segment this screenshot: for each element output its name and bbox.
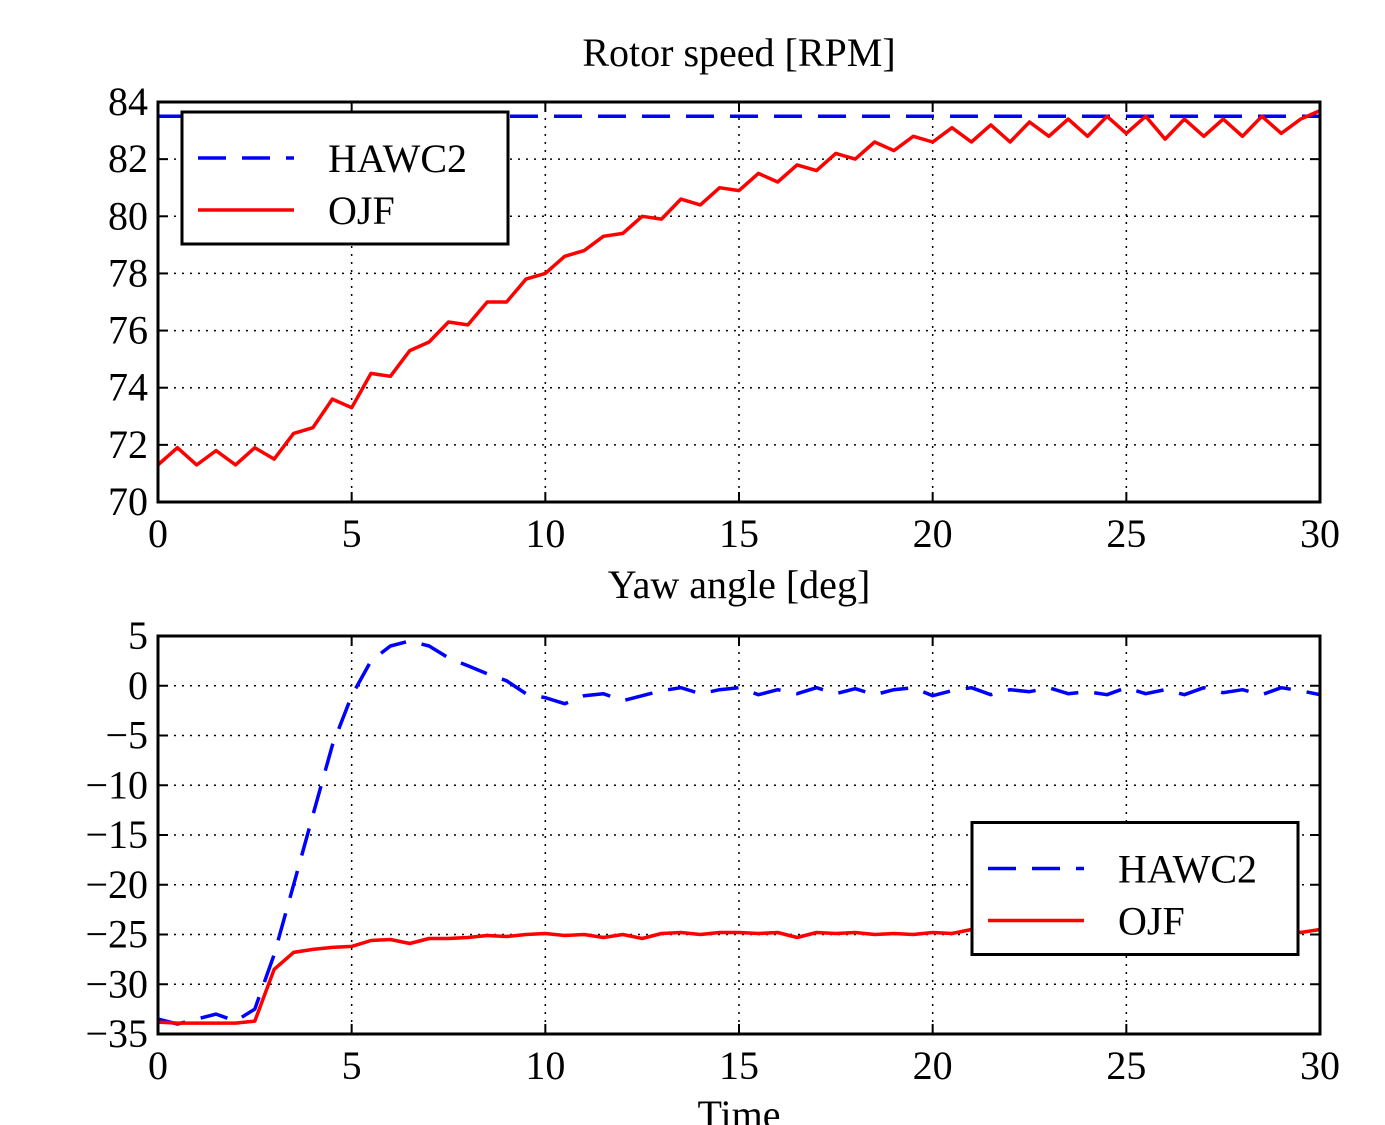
y-tick-label: 76	[108, 308, 148, 353]
x-tick-label: 0	[148, 511, 168, 556]
y-tick-label: 72	[108, 422, 148, 467]
y-tick-label: 82	[108, 136, 148, 181]
x-tick-label: 10	[525, 1043, 565, 1088]
y-tick-label: −15	[85, 812, 148, 857]
y-tick-label: 84	[108, 79, 148, 124]
legend-label: OJF	[328, 188, 395, 233]
x-axis-label: Time	[697, 1092, 780, 1125]
y-tick-label: −35	[85, 1011, 148, 1056]
y-tick-label: −5	[105, 713, 148, 758]
x-tick-label: 30	[1300, 1043, 1340, 1088]
legend-label: HAWC2	[1118, 847, 1257, 892]
y-tick-label: −10	[85, 762, 148, 807]
x-tick-label: 25	[1106, 1043, 1146, 1088]
y-tick-label: 5	[128, 613, 148, 658]
legend-box	[180, 110, 510, 246]
y-tick-label: 0	[128, 663, 148, 708]
x-tick-label: 20	[913, 1043, 953, 1088]
series-line	[158, 108, 1320, 467]
x-tick-label: 25	[1106, 511, 1146, 556]
axes-frame	[156, 634, 1322, 1036]
y-tick-label: 74	[108, 365, 148, 410]
x-tick-label: 15	[719, 1043, 759, 1088]
y-tick-label: −25	[85, 912, 148, 957]
subplot-title: Rotor speed [RPM]	[582, 30, 895, 75]
x-tick-label: 30	[1300, 511, 1340, 556]
x-tick-label: 15	[719, 511, 759, 556]
y-tick-label: −30	[85, 961, 148, 1006]
legend-box	[970, 821, 1300, 956]
x-tick-label: 0	[148, 1043, 168, 1088]
x-tick-label: 10	[525, 511, 565, 556]
y-tick-label: 70	[108, 479, 148, 524]
y-tick-label: 80	[108, 193, 148, 238]
y-tick-label: −20	[85, 862, 148, 907]
x-tick-label: 5	[342, 511, 362, 556]
x-tick-label: 5	[342, 1043, 362, 1088]
legend-label: OJF	[1118, 899, 1185, 944]
x-tick-label: 20	[913, 511, 953, 556]
y-tick-label: 78	[108, 250, 148, 295]
subplot-title: Yaw angle [deg]	[608, 562, 871, 607]
legend-label: HAWC2	[328, 136, 467, 181]
axes-frame	[156, 100, 1322, 504]
